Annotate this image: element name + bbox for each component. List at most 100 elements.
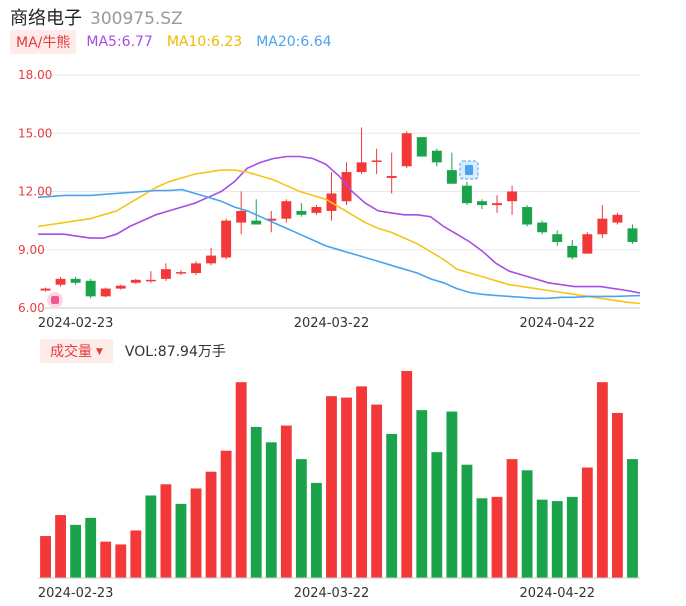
volume-bar [356,386,367,578]
volume-bar [581,467,593,578]
volume-bar [461,464,473,578]
volume-bar [235,382,247,578]
candle-body [191,263,201,274]
volume-bar [446,411,458,578]
candle-body [386,175,397,178]
x-tick-label: 2024-03-22 [294,316,370,331]
candle-body [70,278,81,283]
candle-body [552,234,563,242]
candle-body [130,279,141,283]
ma10-label: MA10:6.23 [166,34,243,50]
volume-bar [160,484,172,578]
volume-bar [416,410,428,578]
volume-selector-button[interactable]: 成交量 ▼ [40,339,113,363]
stock-code: 300975.SZ [90,9,183,29]
volume-bar [130,530,142,578]
candle-body [311,207,322,213]
volume-bar [100,541,112,578]
y-tick-label: 9.00 [18,243,45,257]
ma20-line [37,188,641,300]
volume-bar [341,397,352,578]
candle-body [281,201,292,219]
candle-body [100,288,111,297]
candle-body [567,245,578,258]
candle-body [446,170,457,184]
volume-bar [476,498,488,578]
volume-x-tick-label: 2024-03-22 [294,586,370,601]
y-tick-label: 12.00 [18,185,52,199]
volume-bar [536,499,548,578]
volume-bar [40,536,51,578]
volume-bar [566,496,578,578]
volume-bar [265,442,277,578]
volume-bar [326,396,337,578]
candle-body [431,150,442,163]
candle-body [55,278,66,285]
candle-body [206,255,217,264]
ma-legend: MA/牛熊 MA5:6.77 MA10:6.23 MA20:6.64 [10,30,332,54]
volume-bar [401,371,413,578]
volume-bar [145,495,157,578]
volume-bar [205,471,217,578]
candle-body [341,172,352,202]
candle-body [522,207,533,225]
volume-bar [431,452,443,578]
x-tick-label: 2024-02-23 [38,316,114,331]
volume-bar [551,501,563,578]
candle-body [266,218,277,221]
candle-body [160,269,171,279]
volume-bar [371,404,383,578]
candle-body [40,288,51,291]
volume-bar [55,515,66,578]
volume-selector-label: 成交量 [50,344,92,360]
x-tick-label: 2024-04-22 [519,316,595,331]
volume-bar [190,488,202,578]
volume-bar [250,426,262,578]
caret-down-icon: ▼ [96,347,103,357]
ma10-line [37,169,641,305]
volume-bar [85,517,97,578]
candle-body [221,220,232,258]
candle-body [251,220,262,225]
candle-body [176,272,186,274]
volume-legend: 成交量 ▼ VOL:87.94万手 [40,339,226,363]
volume-bar [280,425,292,578]
volume-x-tick-label: 2024-04-22 [519,586,595,601]
volume-bar [612,412,623,578]
candle-body [492,203,502,206]
y-tick-label: 6.00 [18,301,45,315]
candle-body [507,191,518,202]
ma20-label: MA20:6.64 [256,34,332,50]
volume-bar [175,503,187,578]
stock-header: 商络电子 300975.SZ [10,4,183,29]
volume-bar [627,459,638,578]
candle-body [356,162,367,173]
volume-bar [220,450,232,578]
volume-x-tick-label: 2024-02-23 [38,586,114,601]
candle-body [236,210,247,223]
y-tick-label: 15.00 [18,126,52,140]
volume-value: VOL:87.94万手 [124,344,226,360]
candle-body [296,210,307,215]
candle-body [582,234,593,254]
volume-bar [506,459,518,578]
candle-body [461,185,472,204]
volume-bar [521,470,533,578]
y-tick-label: 18.00 [18,68,52,82]
volume-bar [115,544,127,578]
candle-body [612,214,623,223]
candle-body [627,228,638,242]
candle-body [145,279,156,282]
candle-body [537,222,548,233]
volume-bar [70,524,82,578]
candle-body [416,137,427,157]
candle-body [371,160,382,162]
candle-body [477,201,487,206]
ma5-line [38,155,641,294]
volume-bar [491,496,503,578]
ma-selector-button[interactable]: MA/牛熊 [10,30,77,54]
candle-body [85,280,96,297]
volume-bar [311,482,322,578]
ma5-label: MA5:6.77 [86,34,153,50]
